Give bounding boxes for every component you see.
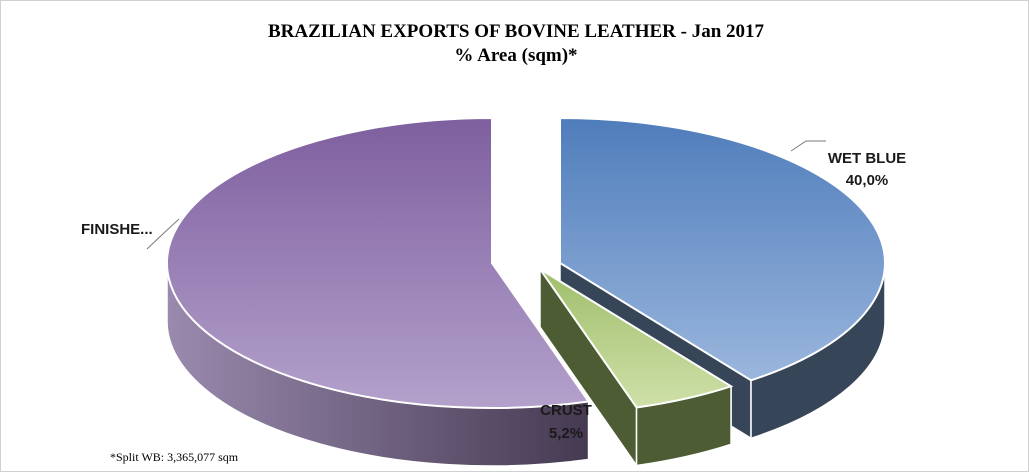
leader-line-wet-blue bbox=[790, 140, 826, 152]
slice-value-wet-blue: 40,0% bbox=[846, 172, 889, 189]
slice-finished bbox=[166, 116, 591, 467]
slice-label-crust: CRUST bbox=[540, 402, 592, 419]
footnote: *Split WB: 3,365,077 sqm bbox=[110, 450, 239, 464]
slice-label-wet-blue: WET BLUE bbox=[828, 150, 906, 167]
slice-crust bbox=[539, 266, 734, 468]
slice-value-crust: 5,2% bbox=[549, 425, 583, 442]
slice-top-finished bbox=[166, 116, 591, 409]
slice-label-finished: FINISHE... bbox=[81, 221, 153, 238]
leader-line-finished bbox=[146, 218, 180, 250]
chart-title: BRAZILIAN EXPORTS OF BOVINE LEATHER - Ja… bbox=[267, 21, 765, 42]
slice-top-wet-blue bbox=[559, 116, 886, 382]
slice-top-crust bbox=[539, 268, 734, 409]
chart-subtitle: % Area (sqm)* bbox=[454, 45, 578, 66]
